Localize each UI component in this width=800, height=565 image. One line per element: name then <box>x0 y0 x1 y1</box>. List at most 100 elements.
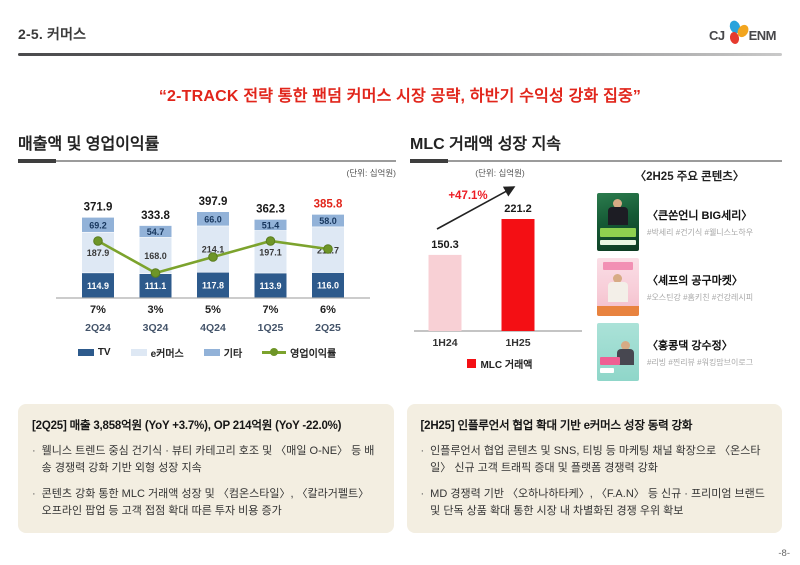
legend-tv-label: TV <box>97 347 111 358</box>
svg-text:197.1: 197.1 <box>259 247 282 257</box>
ecommerce-swatch-icon <box>130 349 147 356</box>
svg-text:58.0: 58.0 <box>319 216 337 226</box>
logo-enm-text: ENM <box>748 27 777 43</box>
content-hashtags: #리빙 #찐리뷰 #워킹맘브이로그 <box>647 357 754 367</box>
content-title: 〈셰프의 공구마켓〉 <box>647 274 743 287</box>
logo-cj-text: CJ <box>708 27 725 43</box>
slide-header: 2-5. 커머스 CJ ENM <box>18 0 782 56</box>
slide-section-label: 2-5. 커머스 <box>18 26 87 42</box>
op-margin-line-icon <box>262 348 287 357</box>
mlc-unit-label: (단위: 십억원) <box>475 168 525 178</box>
contents-column: 〈2H25 주요 콘텐츠〉 〈큰쏜언니 BIG세리〉 #박세리 #건기식 #웰니… <box>597 162 782 388</box>
revenue-section: 매출액 및 영업이익률 (단위: 십억원) 114.9 187.9 69.2 371.… <box>18 130 396 388</box>
svg-text:371.9: 371.9 <box>84 202 113 214</box>
page-number: -8- <box>778 548 790 559</box>
list-item: 〈홍콩댁 강수정〉 #리빙 #찐리뷰 #워킹맘브이로그 <box>597 323 782 381</box>
bullet-dot: · <box>420 445 425 457</box>
revenue-legend: TV e커머스 기타 영업이익률 <box>18 345 396 360</box>
slide: 2-5. 커머스 CJ ENM “2-TRACK 전략 통한 팬덤 커머스 시장… <box>18 0 782 533</box>
summary-box-2q25: [2Q25] 매출 3,858억원 (YoY +3.7%), OP 214억원 … <box>18 404 394 533</box>
slide-headline: “2-TRACK 전략 통한 팬덤 커머스 시장 공략, 하반기 수익성 강화 … <box>158 88 642 105</box>
box-title: [2Q25] 매출 3,858억원 (YoY +3.7%), OP 214억원 … <box>32 420 342 432</box>
svg-text:113.9: 113.9 <box>259 281 281 291</box>
svg-text:362.3: 362.3 <box>256 204 285 216</box>
svg-text:117.8: 117.8 <box>202 280 224 290</box>
legend-mlc-label: MLC 거래액 <box>480 360 533 371</box>
legend-item-op-margin: 영업이익률 <box>262 345 336 360</box>
legend-item-mlc: MLC 거래액 <box>467 356 533 371</box>
svg-text:116.0: 116.0 <box>317 281 339 291</box>
poster-figure-body <box>608 282 628 302</box>
mlc-chart: 150.3 1H24 221.2 1H25 +47.1% <box>414 186 582 349</box>
svg-text:168.0: 168.0 <box>144 251 167 261</box>
svg-text:7%: 7% <box>90 304 106 316</box>
svg-text:2Q24: 2Q24 <box>85 322 111 334</box>
op-margin-dot-icon <box>270 348 279 357</box>
legend-op-margin-label: 영업이익률 <box>290 349 337 360</box>
svg-text:221.2: 221.2 <box>504 203 532 215</box>
svg-text:333.8: 333.8 <box>141 210 170 222</box>
bullet-dot: · <box>32 445 36 457</box>
bullet-dot: · <box>420 488 425 500</box>
legend-etc-label: 기타 <box>223 349 243 360</box>
content-title: 〈큰쏜언니 BIG세리〉 <box>647 209 753 222</box>
bullet-text: 웰니스 트렌드 중심 건기식 · 뷰티 카테고리 호조 및 〈매일 O-NE〉 … <box>41 445 375 474</box>
poster-title-strip <box>603 262 633 270</box>
legend-item-ecommerce: e커머스 <box>130 345 184 360</box>
cj-enm-logo: CJ ENM <box>708 18 777 52</box>
poster-thumbnail-big-seri <box>597 193 639 251</box>
poster-title-strip <box>600 357 620 365</box>
poster-bottom-band <box>597 306 639 316</box>
bullet-item: · MD 경쟁력 기반 〈오하나하타케〉, 〈F.A.N〉 등 신규 · 프리미… <box>421 486 769 519</box>
poster-figure-body <box>617 349 634 365</box>
chart-columns: 매출액 및 영업이익률 (단위: 십억원) 114.9 187.9 69.2 371.… <box>18 130 782 388</box>
bullet-item: · 웰니스 트렌드 중심 건기식 · 뷰티 카테고리 호조 및 〈매일 O-NE… <box>32 443 380 476</box>
mlc-chart-column: (단위: 십억원) 150.3 1H24 221.2 1H25 +47.1% MLC 거… <box>410 162 590 388</box>
svg-text:7%: 7% <box>263 304 279 316</box>
bullet-dot: · <box>32 488 36 500</box>
etc-swatch-icon <box>203 349 220 356</box>
legend-item-etc: 기타 <box>203 345 243 360</box>
svg-text:6%: 6% <box>320 304 336 316</box>
poster-title-strip <box>600 228 636 237</box>
content-title: 〈홍콩댁 강수정〉 <box>647 339 733 352</box>
contents-header: 〈2H25 주요 콘텐츠〉 <box>634 171 745 183</box>
svg-text:1H25: 1H25 <box>505 337 530 347</box>
svg-text:1H24: 1H24 <box>432 337 457 347</box>
summary-box-2h25: [2H25] 인플루언서 협업 확대 기반 e커머스 성장 동력 강화 · 인플… <box>406 404 782 533</box>
svg-text:2Q25: 2Q25 <box>315 322 341 334</box>
revenue-section-title: 매출액 및 영업이익률 <box>18 130 396 163</box>
svg-text:385.8: 385.8 <box>314 199 343 211</box>
content-hashtags: #박세리 #건기식 #웰니스노하우 <box>647 227 754 237</box>
bullet-item: · 콘텐츠 강화 통한 MLC 거래액 성장 및 〈컴온스타일〉, 〈칼라거펠트… <box>32 486 380 519</box>
mlc-section: MLC 거래액 성장 지속 (단위: 십억원) 150.3 1H24 221.2 1H… <box>410 130 782 388</box>
svg-text:5%: 5% <box>205 304 221 316</box>
svg-text:66.0: 66.0 <box>204 214 222 224</box>
bullet-item: · 인플루언서 협업 콘텐츠 및 SNS, 티빙 등 마케팅 채널 확장으로 〈… <box>421 443 769 476</box>
poster-figure-head <box>613 199 622 208</box>
summary-boxes: [2Q25] 매출 3,858억원 (YoY +3.7%), OP 214억원 … <box>18 404 782 533</box>
header-divider <box>18 53 782 56</box>
svg-text:111.1: 111.1 <box>145 281 167 291</box>
svg-text:397.9: 397.9 <box>199 196 228 208</box>
svg-text:69.2: 69.2 <box>89 220 107 230</box>
svg-text:214.1: 214.1 <box>202 245 225 255</box>
svg-text:+47.1%: +47.1% <box>448 190 487 202</box>
poster-subtitle-strip <box>600 240 636 245</box>
content-hashtags: #오스틴강 #홈키친 #건강레시피 <box>647 292 754 302</box>
mlc-legend: MLC 거래액 <box>410 356 590 371</box>
bullet-text: MD 경쟁력 기반 〈오하나하타케〉, 〈F.A.N〉 등 신규 · 프리미엄 … <box>430 488 765 517</box>
poster-figure-body <box>608 207 628 225</box>
poster-thumbnail-kang-sujung <box>597 323 639 381</box>
legend-ecommerce-label: e커머스 <box>150 349 184 360</box>
legend-item-tv: TV <box>77 347 111 358</box>
poster-subtitle-strip <box>600 368 614 373</box>
svg-text:1Q25: 1Q25 <box>258 322 284 334</box>
svg-text:4Q24: 4Q24 <box>200 322 226 334</box>
cj-enm-petals-icon <box>729 20 749 44</box>
svg-text:187.9: 187.9 <box>87 248 110 258</box>
tv-swatch-icon <box>77 349 94 356</box>
svg-text:3%: 3% <box>148 304 164 316</box>
poster-thumbnail-chef-market <box>597 258 639 316</box>
bullet-text: 인플루언서 협업 콘텐츠 및 SNS, 티빙 등 마케팅 채널 확장으로 〈온스… <box>430 445 761 474</box>
